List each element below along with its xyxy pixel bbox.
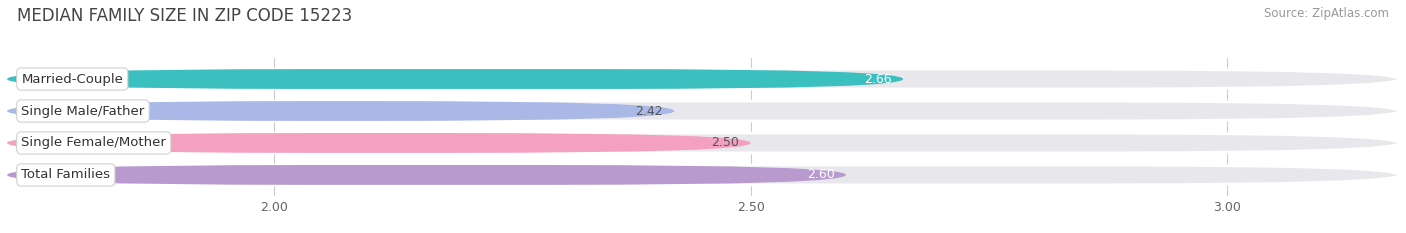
- Text: Married-Couple: Married-Couple: [21, 72, 124, 86]
- FancyBboxPatch shape: [7, 133, 751, 153]
- FancyBboxPatch shape: [7, 101, 1399, 121]
- Text: Single Female/Mother: Single Female/Mother: [21, 137, 166, 150]
- FancyBboxPatch shape: [7, 69, 903, 89]
- Text: 2.60: 2.60: [807, 168, 835, 182]
- Text: 2.66: 2.66: [865, 72, 891, 86]
- Text: Source: ZipAtlas.com: Source: ZipAtlas.com: [1264, 7, 1389, 20]
- Text: 2.42: 2.42: [636, 104, 664, 117]
- Text: Total Families: Total Families: [21, 168, 110, 182]
- FancyBboxPatch shape: [7, 165, 1399, 185]
- FancyBboxPatch shape: [7, 101, 675, 121]
- Text: Single Male/Father: Single Male/Father: [21, 104, 145, 117]
- FancyBboxPatch shape: [7, 165, 846, 185]
- FancyBboxPatch shape: [7, 133, 1399, 153]
- Text: 2.50: 2.50: [711, 137, 740, 150]
- Text: MEDIAN FAMILY SIZE IN ZIP CODE 15223: MEDIAN FAMILY SIZE IN ZIP CODE 15223: [17, 7, 352, 25]
- FancyBboxPatch shape: [7, 69, 1399, 89]
